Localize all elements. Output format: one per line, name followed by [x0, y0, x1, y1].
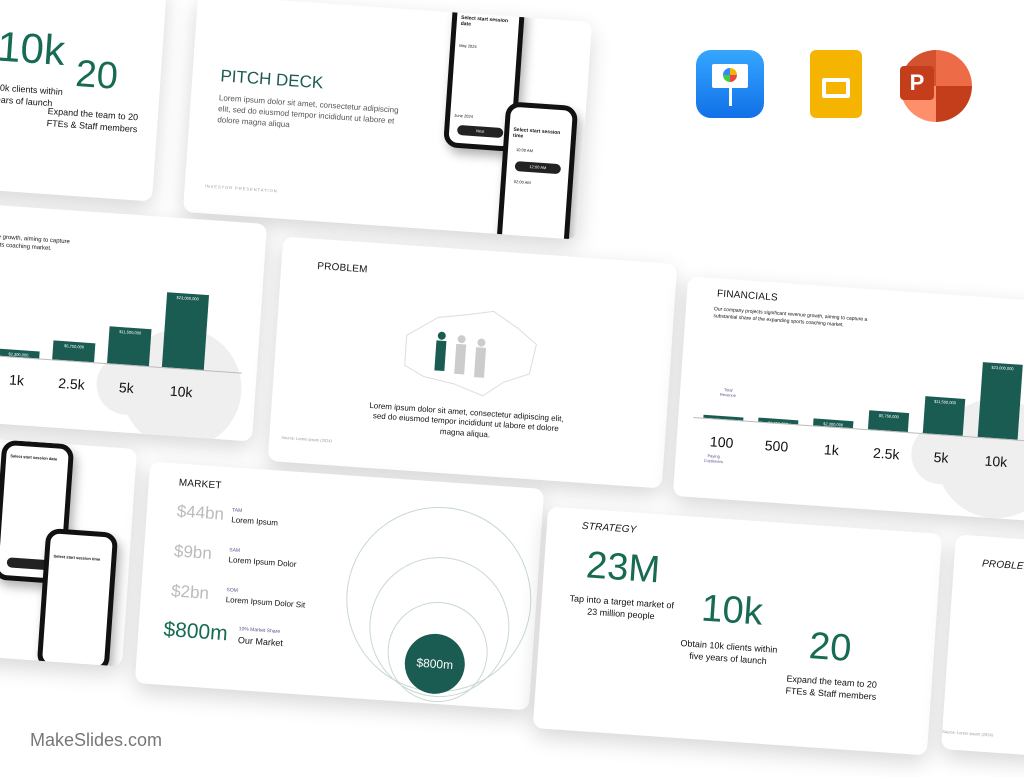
- problem-partial-title: PROBLEM: [981, 558, 1024, 573]
- slide-financials-partial[interactable]: Our company projects significant revenue…: [0, 196, 268, 442]
- stat-10k: 10k: [0, 22, 67, 75]
- person-icon-highlighted: [434, 331, 447, 372]
- pitch-title: PITCH DECK: [219, 66, 324, 93]
- slot-1[interactable]: 10:00 AM: [515, 147, 534, 154]
- pitch-footer: INVESTOR PRESENTATION: [204, 183, 278, 194]
- calendar-title: Select start session date: [10, 453, 58, 462]
- slot-3[interactable]: 02:00 AM: [513, 178, 531, 186]
- phone-time: Select start session time 10:00 AM 12:00…: [495, 101, 579, 240]
- slide-strategy-partial[interactable]: 10k Obtain 10k clients within five years…: [0, 0, 168, 202]
- person-icon: [473, 338, 487, 378]
- problem-partial-source: Source: Lorem Ipsum (2024): [942, 729, 994, 738]
- tam-tag: TAM: [231, 507, 243, 515]
- slide-financials[interactable]: FINANCIALS Our company projects signific…: [672, 276, 1024, 524]
- time-title: Select start session time: [53, 553, 101, 562]
- tam-label: Lorem Ipsum: [231, 515, 279, 528]
- problem-body: Lorem ipsum dolor sit amet, consectetur …: [369, 400, 564, 440]
- slide-app-partial[interactable]: Select start session date Select start s…: [0, 421, 138, 667]
- strategy-title: STRATEGY: [581, 520, 637, 536]
- google-slides-icon: [810, 50, 862, 118]
- bar-10k: $23,000,000: [161, 292, 210, 370]
- som-tag: SOM: [226, 587, 239, 594]
- category-label-500: 500: [764, 437, 789, 455]
- category-label-100: 100: [709, 433, 734, 451]
- sam-label: Lorem Ipsum Dolor: [228, 555, 297, 569]
- financials-partial-chart: $2,300,000 1k $5,750,000 2.5k $11,500,000 5k $…: [0, 265, 248, 442]
- keynote-icon: [696, 50, 764, 118]
- calendar-month-2: June 2024: [454, 112, 474, 119]
- map-with-people-illustration: [404, 310, 537, 397]
- stat-20-caption: Expand the team to 20 FTEs & Staff membe…: [785, 673, 878, 702]
- slide-problem-partial[interactable]: PROBLEM Source: Lorem Ipsum (2024): [940, 534, 1024, 777]
- som-value: $2bn: [170, 581, 210, 603]
- stat-23m: 23M: [584, 544, 662, 592]
- time-title: Select start session time: [512, 126, 561, 140]
- stat-23m-caption: Tap into a target market of 23 million p…: [569, 593, 675, 621]
- stat-10k: 10k: [700, 587, 765, 634]
- phone-time: Select start session time: [36, 527, 119, 667]
- financials-title: FINANCIALS: [716, 288, 779, 304]
- som-label: Lorem Ipsum Dolor Sit: [225, 595, 306, 610]
- slide-strategy[interactable]: STRATEGY 23M Tap into a target market of…: [532, 506, 943, 756]
- market-title: MARKET: [178, 477, 222, 492]
- category-label-1k: 1k: [823, 441, 840, 459]
- problem-title: PROBLEM: [316, 260, 368, 276]
- tam-value: $44bn: [176, 501, 225, 524]
- our-market-value: $800m: [162, 617, 229, 646]
- our-market-label: Our Market: [237, 635, 284, 649]
- our-market-tag: 10% Market Share: [238, 626, 281, 635]
- stat-20: 20: [74, 52, 120, 98]
- powerpoint-icon: P: [900, 50, 972, 122]
- sam-value: $9bn: [173, 541, 213, 563]
- category-label-2.5k: 2.5k: [872, 444, 901, 463]
- person-icon: [454, 335, 467, 375]
- stat-20-caption: Expand the team to 20 FTEs & Staff membe…: [46, 106, 139, 134]
- slide-pitch-deck[interactable]: PITCH DECK Lorem ipsum dolor sit amet, c…: [182, 0, 593, 240]
- category-label-2.5k: 2.5k: [57, 374, 86, 393]
- bar-5k: $11,500,000: [922, 395, 966, 436]
- financials-partial-body: Our company projects significant revenue…: [0, 227, 71, 253]
- calendar-title: Select start session date: [460, 14, 509, 28]
- sam-tag: SAM: [229, 547, 241, 554]
- bar-5k: $11,500,000: [107, 325, 152, 367]
- slide-market[interactable]: MARKET $44bn TAM Lorem Ipsum $9bn SAM Lo…: [134, 461, 545, 711]
- next-button[interactable]: Next: [456, 124, 504, 139]
- watermark: MakeSlides.com: [30, 730, 163, 750]
- calendar-month: May 2024: [459, 42, 477, 50]
- slide-problem[interactable]: PROBLEM Lorem ipsum dolor sit amet, cons…: [267, 236, 678, 489]
- bar-10k: $23,000,000: [977, 362, 1023, 440]
- financials-body: Our company projects significant revenue…: [713, 306, 868, 329]
- problem-source: Source: Lorem ipsum (2024): [281, 434, 333, 444]
- financials-chart: $230,000100$1,150,000500$2,300,0001k$5,7…: [688, 337, 1024, 523]
- stat-10k-caption: Obtain 10k clients within five years of …: [680, 638, 778, 666]
- pitch-body: Lorem ipsum dolor sit amet, consectetur …: [217, 93, 399, 130]
- stat-20: 20: [807, 625, 853, 670]
- slot-2[interactable]: 12:00 AM: [514, 161, 562, 175]
- category-label-1k: 1k: [8, 371, 25, 389]
